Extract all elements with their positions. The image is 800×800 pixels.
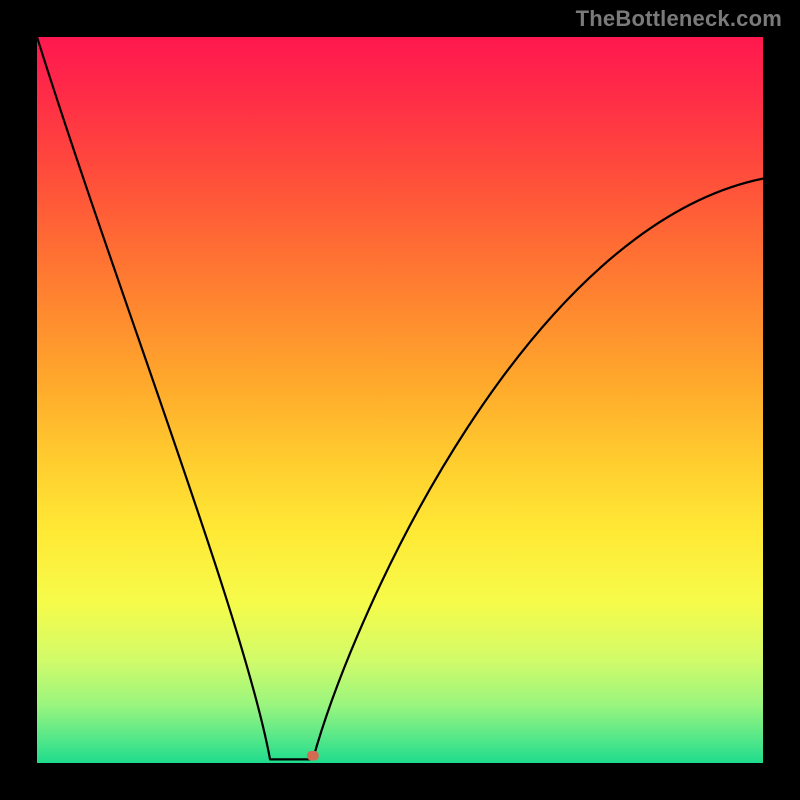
plot-area xyxy=(37,37,763,763)
gradient-background xyxy=(37,37,763,763)
chart-frame: TheBottleneck.com xyxy=(0,0,800,800)
watermark-text: TheBottleneck.com xyxy=(576,6,782,32)
gradient-rect xyxy=(37,37,763,763)
marker-dot xyxy=(307,751,319,760)
